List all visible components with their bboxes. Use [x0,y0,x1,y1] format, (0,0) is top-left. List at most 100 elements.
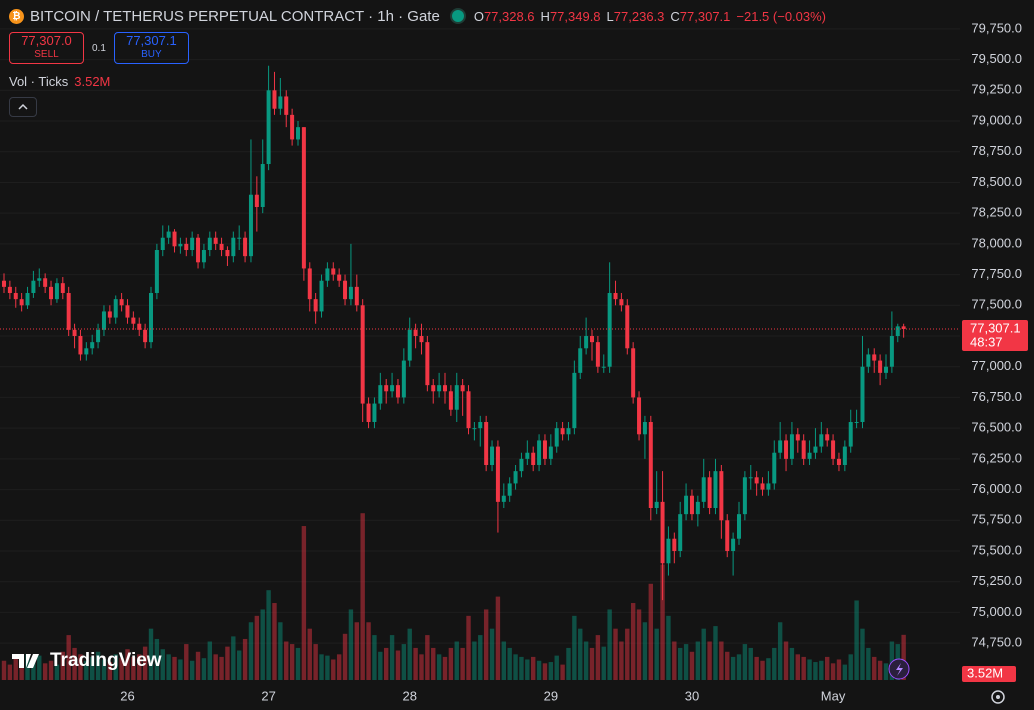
volume-bar [736,654,742,680]
candle-body [754,477,759,484]
candle-body [507,483,512,496]
candle-body [725,520,730,552]
volume-bar [201,658,207,680]
ohlc-key: O [473,8,484,24]
volume-bar [560,664,565,680]
volume-bar [725,651,730,680]
sell-button[interactable]: 77,307.0 SELL [9,32,84,64]
volume-bar [113,654,118,680]
candle-body [795,434,800,441]
candle-body [66,293,71,330]
candle-body [537,440,542,466]
candle-body [60,283,65,294]
candle-body [266,90,271,165]
candle-body [213,237,218,244]
volume-bar [313,644,318,680]
volume-bar [254,615,260,680]
y-tick-label: 78,500.0 [971,174,1022,189]
volume-bar [413,647,418,680]
volume-bar [13,656,18,680]
candle-body [878,360,883,373]
volume-bar [148,628,154,680]
candle-body [713,471,718,509]
volume-bar [301,526,307,680]
candle-body [431,385,436,392]
candle-body [143,329,148,343]
market-status [451,10,464,22]
candle-body [225,250,230,257]
candle-body [813,446,818,453]
volume-bar [248,622,254,680]
y-tick-label: 75,500.0 [971,542,1022,557]
indicator[interactable]: Vol · Ticks 3.52M [9,74,110,89]
candle-body [595,342,600,367]
volume-bar [242,638,248,680]
candle-body [19,299,24,306]
candle-body [419,336,424,343]
x-tick-label: 30 [685,688,699,703]
volume-bar [366,622,371,680]
volume-bar [401,644,407,680]
volume-bar [901,634,906,680]
volume-bar [783,641,789,680]
candle-body [254,194,259,208]
volume-bar [789,647,795,680]
volume-bar [95,651,101,680]
candle-body [807,452,812,459]
y-tick-label: 76,250.0 [971,450,1022,465]
volume-bar [642,622,648,680]
volume-bar [636,609,642,680]
volume-bar [101,659,107,680]
y-tick-label: 77,500.0 [971,297,1022,312]
candle-body [43,278,48,287]
candle-body [472,428,477,430]
candle-body [107,311,112,318]
ohlc-value: 77,328.6 [483,8,535,24]
symbol-title[interactable]: BITCOIN / TETHERUS PERPETUAL CONTRACT · … [30,7,440,25]
y-tick-label: 76,000.0 [971,481,1022,496]
candle-body [519,458,524,472]
last-price: 77,307.1 [970,320,1021,335]
volume-bar [754,656,759,680]
volume-bar [1,660,7,680]
candle-body [337,274,342,281]
quantity[interactable]: 0.1 [92,42,106,54]
candle-body [166,231,171,238]
y-tick-label: 79,750.0 [971,20,1022,35]
collapse-icon [18,103,28,110]
candle-body [125,305,130,318]
volume-bar [266,590,271,680]
axes: 74,750.0 75,000.0 75,250.0 75,500.0 75,750.0… [0,20,1028,703]
ohlc-key: L [606,8,614,24]
candle-body [889,336,894,367]
candle-body [260,164,265,208]
candle-body [343,280,348,300]
volume-bar [683,644,689,680]
candle-body [231,237,236,257]
volume-bar [54,664,60,680]
candle-body [378,385,383,404]
volume-bar [195,651,201,680]
candle-body [572,372,577,429]
volume-bar [660,564,665,680]
trade-panel: 77,307.0 SELL 0.1 77,307.1 BUY [9,32,189,64]
volume-bar [131,656,136,680]
volume-bar [342,633,348,680]
candle-body [554,428,559,447]
volume-bar [772,647,777,680]
candle-body [731,538,736,552]
candle-body [90,342,95,349]
candle-body [478,422,483,429]
buy-button[interactable]: 77,307.1 BUY [113,32,189,64]
candle-body [601,366,606,368]
candle-body [372,403,377,423]
collapse-button[interactable] [9,97,37,117]
volume-bar [478,635,483,680]
candle-body [460,385,465,392]
candle-body [666,538,671,564]
volume-label: 3.52M [967,665,1003,680]
settings-button[interactable] [991,690,1005,704]
volume-bar [178,659,183,680]
volume-bar [90,656,95,680]
volume-bar [872,656,877,680]
